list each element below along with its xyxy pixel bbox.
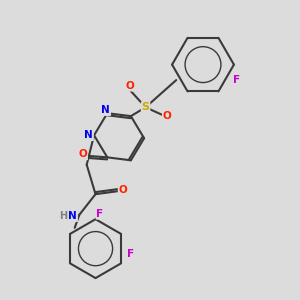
Text: S: S [142, 102, 150, 112]
Text: N: N [84, 130, 93, 140]
Text: O: O [118, 185, 127, 195]
Text: F: F [128, 249, 135, 259]
Text: O: O [125, 81, 134, 91]
Text: O: O [163, 111, 172, 121]
Text: N: N [68, 211, 77, 221]
Text: F: F [96, 209, 103, 219]
Text: O: O [79, 149, 87, 159]
Text: H: H [59, 211, 67, 221]
Text: N: N [101, 105, 110, 115]
Text: F: F [233, 75, 240, 85]
